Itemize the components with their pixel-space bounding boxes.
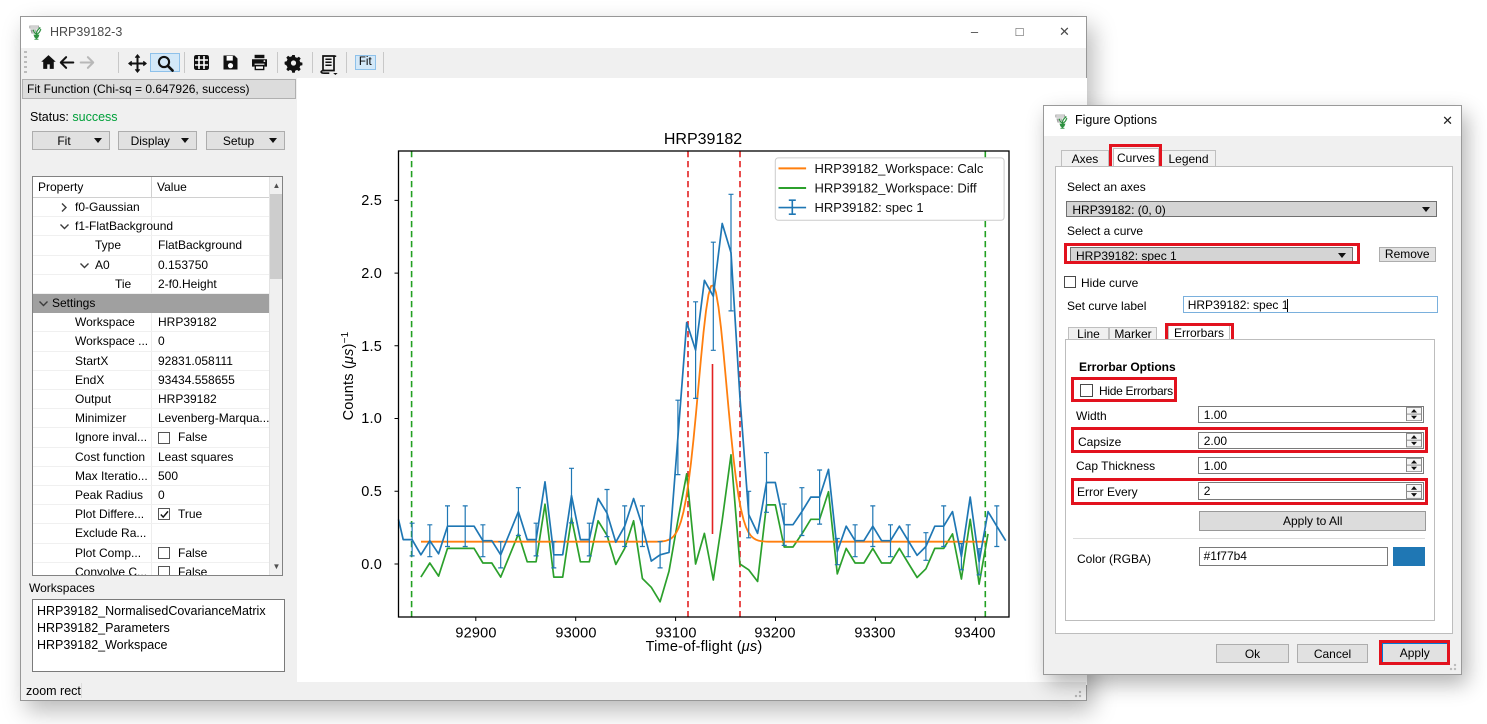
svg-text:HRP39182: spec 1: HRP39182: spec 1 [815, 200, 924, 215]
svg-text:0.5: 0.5 [361, 484, 382, 500]
svg-text:1.0: 1.0 [361, 411, 382, 427]
svg-text:Time-of-flight (μs): Time-of-flight (μs) [646, 639, 763, 655]
svg-text:93200: 93200 [754, 626, 795, 642]
svg-text:Counts (μs)−1: Counts (μs)−1 [340, 331, 357, 420]
svg-text:2.5: 2.5 [361, 193, 382, 209]
svg-text:HRP39182_Workspace: Diff: HRP39182_Workspace: Diff [815, 180, 977, 195]
svg-text:HRP39182_Workspace: Calc: HRP39182_Workspace: Calc [815, 161, 984, 176]
svg-text:93400: 93400 [954, 626, 995, 642]
svg-text:2.0: 2.0 [361, 266, 382, 282]
svg-text:93000: 93000 [555, 626, 596, 642]
svg-text:1.5: 1.5 [361, 339, 382, 355]
svg-text:93300: 93300 [854, 626, 895, 642]
svg-text:HRP39182: HRP39182 [664, 131, 742, 148]
svg-text:93100: 93100 [655, 626, 696, 642]
svg-text:92900: 92900 [455, 626, 496, 642]
svg-text:0.0: 0.0 [361, 557, 382, 573]
